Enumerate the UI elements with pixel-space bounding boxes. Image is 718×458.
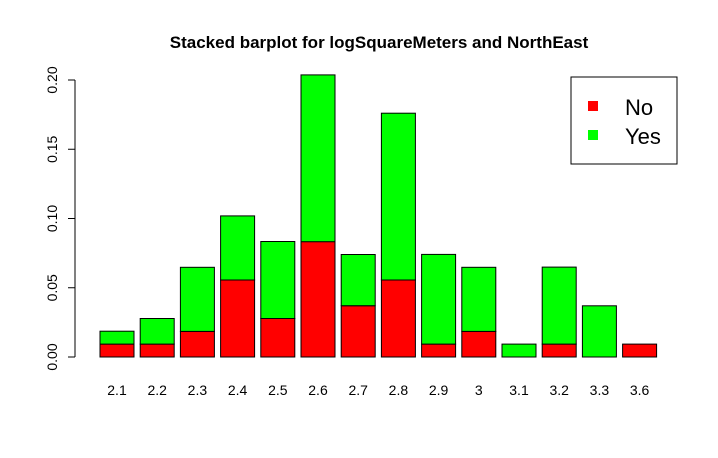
x-axis-tick-labels: 2.1 2.2 2.3 2.4 2.5 2.6 2.7 2.8 2.9 3 3.1 3.2 3.3 3.6	[107, 382, 649, 398]
bar-2-4-no	[220, 279, 256, 358]
bar-2-9-yes	[421, 253, 457, 345]
y-tick-label: 0.20	[44, 66, 60, 93]
legend-swatch-yes	[588, 130, 598, 140]
bar-2-4-yes	[220, 215, 256, 281]
y-tick-label: 0.05	[44, 274, 60, 301]
bar-3-2-no	[541, 343, 577, 358]
bar-3-yes	[461, 266, 497, 332]
x-tick-label: 2.8	[389, 382, 409, 398]
legend-box	[570, 76, 678, 165]
bar-2-5-yes	[260, 241, 296, 319]
y-tick-label: 0.15	[44, 135, 60, 162]
bar-3-1-yes	[501, 343, 537, 358]
legend: No Yes	[570, 76, 678, 165]
bar-2-3-yes	[179, 266, 215, 332]
bar-2-8-no	[380, 279, 416, 358]
bar-3-2-yes	[541, 266, 577, 345]
x-tick-label: 3	[475, 382, 483, 398]
bar-2-1-yes	[99, 330, 135, 345]
bar-2-3-no	[179, 330, 215, 358]
bar-2-7-yes	[340, 254, 376, 307]
bar-3-3-yes	[581, 305, 617, 358]
x-tick-label: 2.1	[107, 382, 127, 398]
x-tick-label: 3.2	[549, 382, 569, 398]
x-tick-label: 2.4	[228, 382, 248, 398]
bar-2-8-yes	[380, 112, 416, 281]
legend-swatch-no	[588, 101, 598, 111]
bar-2-2-no	[139, 343, 175, 358]
y-tick-label: 0.10	[44, 205, 60, 232]
x-tick-label: 2.3	[188, 382, 208, 398]
bar-2-1-no	[99, 343, 135, 358]
legend-label-no: No	[625, 95, 653, 120]
legend-label-yes: Yes	[625, 124, 661, 149]
bar-2-2-yes	[139, 318, 175, 345]
bar-2-6-yes	[300, 74, 336, 243]
y-tick-label: 0.00	[44, 343, 60, 370]
y-axis: 0.00 0.05 0.10 0.15 0.20	[44, 66, 76, 371]
bar-2-9-no	[421, 343, 457, 358]
x-tick-label: 2.2	[147, 382, 167, 398]
bar-2-6-no	[300, 241, 336, 358]
x-tick-label: 3.6	[630, 382, 650, 398]
bar-2-7-no	[340, 305, 376, 358]
bars-group	[99, 74, 658, 358]
x-tick-label: 2.6	[308, 382, 328, 398]
bar-3-no	[461, 330, 497, 358]
bar-3-6-no	[622, 343, 658, 358]
chart-title: Stacked barplot for logSquareMeters and …	[170, 33, 589, 52]
bar-2-5-no	[260, 318, 296, 358]
x-tick-label: 2.9	[429, 382, 449, 398]
x-tick-label: 3.1	[509, 382, 529, 398]
x-tick-label: 2.7	[348, 382, 368, 398]
x-tick-label: 3.3	[590, 382, 610, 398]
x-tick-label: 2.5	[268, 382, 288, 398]
